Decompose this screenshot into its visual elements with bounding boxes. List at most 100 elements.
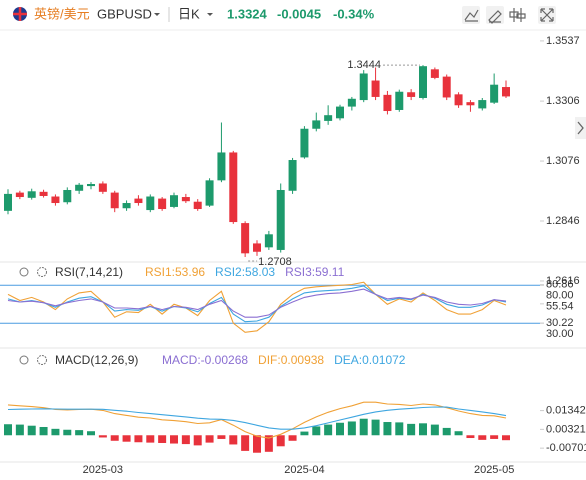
legend-entry: MACD:-0.00268	[162, 353, 248, 367]
candle-body	[122, 203, 131, 209]
macd-bar	[63, 429, 72, 436]
scroll-button[interactable]	[575, 117, 586, 139]
gear-icon[interactable]	[37, 267, 47, 277]
rsi-lines	[7, 281, 507, 333]
gear-icon[interactable]	[37, 355, 47, 365]
y-tick-label: 30.22	[546, 317, 574, 329]
candle-body	[442, 76, 451, 98]
x-tick-label: 2025-03	[83, 464, 123, 476]
macd-bar	[312, 426, 321, 436]
header: 英镑/美元 GBPUSD 日K 1.3324 -0.0045 -0.34%	[13, 6, 556, 24]
candle-body	[490, 84, 499, 103]
last-price: 1.3324	[227, 6, 268, 21]
macd-bar	[466, 435, 475, 439]
dropdown-arrow[interactable]	[154, 13, 160, 16]
macd-bar	[51, 428, 60, 436]
flag-cross	[13, 7, 27, 21]
macd-bar	[4, 424, 12, 436]
candle-body	[371, 80, 380, 97]
macd-bar	[27, 425, 36, 436]
legend-entry: DEA:0.01072	[334, 353, 406, 367]
y-tick-label: 1.2846	[546, 215, 580, 227]
eye-icon[interactable]	[19, 355, 29, 365]
candle-body	[39, 191, 48, 196]
indicator-button[interactable]	[462, 6, 480, 24]
candle-body	[205, 180, 214, 206]
candle-body	[264, 234, 273, 248]
y-tick-label: 30.00	[546, 328, 574, 340]
candle-body	[15, 192, 24, 198]
symbol-code[interactable]: GBPUSD	[97, 6, 152, 21]
symbol-name: 英镑/美元	[34, 6, 90, 21]
macd-bar	[98, 435, 107, 438]
macd-bar	[324, 424, 333, 436]
macd-bar	[442, 427, 451, 436]
y-tick-label: 80.00	[546, 290, 574, 302]
macd-bar	[383, 422, 392, 436]
scroll-arrow	[577, 121, 584, 135]
candle-body	[312, 120, 321, 129]
candles	[4, 65, 510, 257]
indicator-line	[7, 285, 507, 323]
macd-bar	[146, 435, 155, 443]
candle-body	[170, 195, 178, 207]
candle-body	[253, 243, 261, 252]
macd-bar	[419, 423, 427, 436]
candle-body	[430, 69, 439, 78]
candle-body	[276, 189, 285, 250]
legend-entry: RSI3:59.11	[285, 265, 344, 279]
macd-bar	[170, 435, 178, 444]
candle-body	[502, 87, 510, 97]
macd-header: MACD(12,26,9)	[19, 353, 138, 367]
macd-bar	[181, 435, 190, 445]
candle-body	[359, 73, 368, 101]
macd-bar	[229, 435, 238, 445]
candle-body	[288, 160, 297, 191]
candle-body	[383, 94, 392, 112]
dropdown-arrow[interactable]	[207, 13, 213, 16]
macd-bar	[371, 419, 380, 436]
macd-bar	[110, 435, 119, 441]
legend-entry: RSI2:58.03	[215, 265, 275, 279]
macd-bar	[478, 435, 487, 440]
candle-body	[419, 66, 427, 98]
x-tick-label: 2025-05	[474, 464, 514, 476]
macd-bar	[502, 435, 510, 441]
y-tick-label: 0.00321	[546, 423, 586, 435]
macd-bar	[75, 430, 84, 436]
min-label: 1.2708	[258, 256, 292, 268]
x-tick-label: 2025-04	[284, 464, 324, 476]
rsi-header: RSI(7,14,21)	[19, 265, 123, 279]
candle-body	[87, 183, 95, 187]
settings-icon[interactable]	[509, 8, 526, 22]
candle-body	[407, 92, 416, 97]
indicator-title: MACD(12,26,9)	[55, 353, 138, 367]
y-tick-label: -0.00701	[546, 442, 586, 454]
macd-bar	[15, 424, 24, 436]
eye-icon[interactable]	[19, 267, 29, 277]
macd-bar	[407, 423, 416, 436]
indicator-line	[7, 288, 507, 318]
candle-body	[229, 152, 238, 223]
candle-body	[51, 196, 60, 204]
macd-bar	[454, 431, 463, 436]
period[interactable]: 日K	[178, 6, 200, 21]
candle-body	[336, 106, 344, 119]
y-tick-label: 1.2616	[546, 275, 580, 287]
price-change-pct: -0.34%	[333, 6, 375, 21]
macd-bar	[336, 422, 344, 436]
candle-body	[454, 94, 463, 106]
candle-body	[395, 91, 404, 110]
macd-bar	[158, 435, 167, 443]
candle-body	[217, 152, 226, 181]
macd-bar	[300, 431, 309, 436]
y-tick-label: 55.54	[546, 301, 574, 313]
macd	[4, 401, 510, 453]
draw-button[interactable]	[486, 6, 504, 24]
macd-bar	[134, 435, 143, 443]
candle-body	[27, 191, 36, 198]
macd-bar	[241, 435, 250, 451]
macd-bar	[347, 421, 356, 436]
macd-bar	[430, 424, 439, 436]
